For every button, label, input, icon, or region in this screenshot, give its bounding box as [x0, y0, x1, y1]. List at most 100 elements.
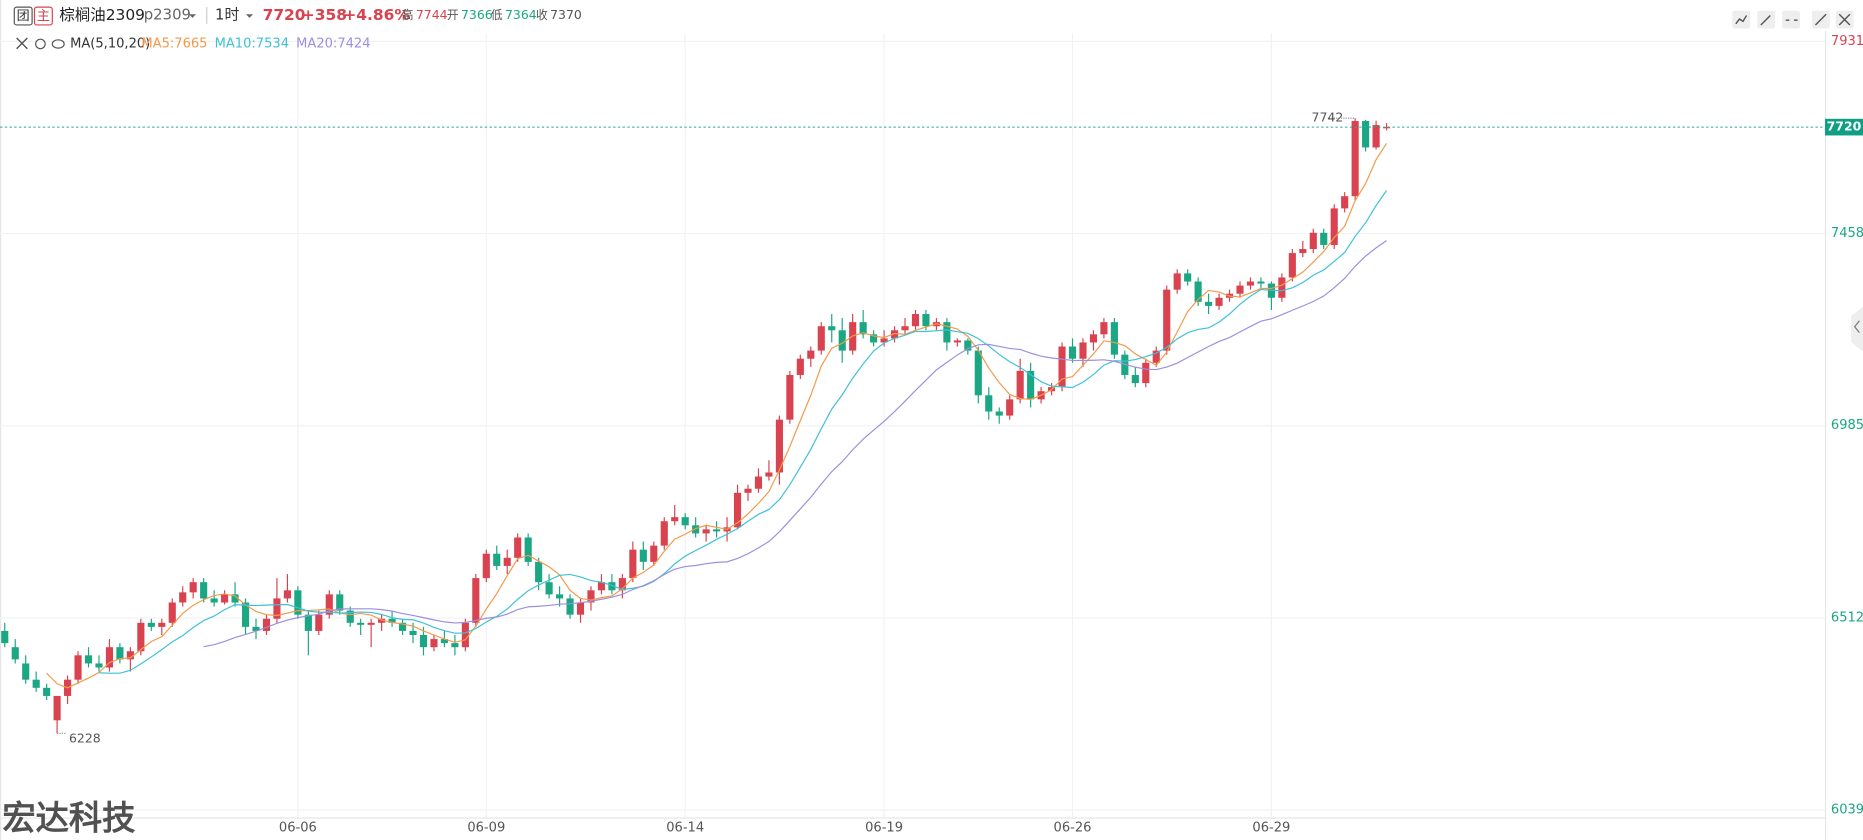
- ma-lines: [46, 143, 1388, 689]
- candle-body: [1100, 322, 1108, 335]
- candle-body: [493, 553, 501, 566]
- eye-icon[interactable]: [51, 39, 65, 49]
- candle-body: [597, 582, 606, 591]
- candle-body: [639, 549, 647, 562]
- candle-body: [461, 622, 469, 648]
- candle-body: [336, 594, 344, 611]
- symbol[interactable]: p2309: [144, 5, 191, 23]
- candle-body: [210, 598, 218, 603]
- stat-value: 7370: [550, 7, 582, 22]
- candle-body: [1299, 249, 1307, 254]
- x-tick-label: 06-09: [467, 821, 505, 836]
- candle-body: [1194, 281, 1202, 302]
- tool-button[interactable]: [1782, 10, 1801, 29]
- candle-body: [870, 334, 878, 343]
- candle-body: [1131, 374, 1139, 384]
- settings-icon[interactable]: [35, 38, 46, 50]
- candle-body: [618, 578, 626, 591]
- stat-label: 高: [402, 8, 414, 22]
- icon-box[interactable]: [33, 6, 53, 26]
- candle-body: [556, 594, 564, 599]
- dropdown-caret[interactable]: [245, 14, 254, 18]
- candle-body: [953, 340, 961, 343]
- candle-body: [974, 350, 982, 396]
- candle-body: [1184, 273, 1192, 282]
- candle-body: [911, 314, 920, 327]
- candle-body: [1163, 289, 1171, 351]
- y-tick-label: 6512: [1831, 610, 1863, 625]
- candle-body: [1215, 297, 1223, 306]
- candle-body: [189, 582, 197, 593]
- candle-body: [147, 622, 155, 627]
- candle-body: [629, 549, 637, 579]
- candle-body: [262, 618, 271, 631]
- candle-body: [807, 350, 815, 359]
- candle-body: [294, 590, 302, 615]
- candle-body: [576, 602, 585, 615]
- candle-body: [587, 590, 595, 603]
- candle-body: [1382, 127, 1391, 129]
- candle-body: [1320, 232, 1328, 245]
- candle-body: [859, 322, 867, 335]
- candle-body: [1236, 285, 1244, 294]
- candle-body: [650, 545, 658, 562]
- candle-body: [1058, 346, 1066, 388]
- candle-body: [828, 326, 836, 331]
- y-tick-label: 7458: [1831, 226, 1863, 241]
- icon-box[interactable]: [13, 6, 33, 26]
- close-icon[interactable]: [16, 37, 28, 50]
- candle-body: [943, 322, 951, 343]
- candle-body: [660, 521, 668, 546]
- candle-body: [409, 630, 417, 635]
- change: +358: [302, 6, 347, 24]
- side-tab-arrow: [1853, 320, 1860, 334]
- candle-body: [514, 537, 522, 558]
- stat-label: 收: [536, 8, 548, 22]
- x-tick-label: 06-19: [865, 821, 903, 836]
- candle-body: [754, 476, 763, 489]
- last-price-tag: [1824, 118, 1863, 136]
- icon[interactable]: 团: [17, 9, 30, 24]
- candle-body: [1351, 121, 1359, 197]
- candle-body: [964, 340, 972, 351]
- candle-body: [325, 594, 333, 615]
- candle-body: [1006, 399, 1014, 416]
- candle-body: [1, 630, 9, 644]
- candle-body: [545, 582, 553, 595]
- candle-body: [315, 614, 323, 631]
- change-pct: +4.86%: [343, 6, 409, 24]
- header: 团 主 棕榈油2309 p2309 1时 7720 +358 +4.86% 高 …: [13, 5, 582, 26]
- candle-body: [1142, 362, 1150, 384]
- candle-body: [74, 655, 82, 680]
- candle-body: [880, 338, 888, 343]
- candle-body: [922, 314, 930, 327]
- icon[interactable]: 主: [37, 9, 50, 24]
- candle-body: [304, 614, 312, 631]
- candle-body: [681, 517, 689, 526]
- candle-body: [32, 679, 40, 688]
- candle-body: [419, 634, 428, 648]
- dropdown-caret[interactable]: [188, 14, 197, 18]
- interval[interactable]: 1时: [215, 5, 239, 23]
- stat-value: 7744: [416, 7, 448, 22]
- candle-body: [985, 395, 993, 412]
- min-annotation: 6228: [69, 731, 101, 746]
- candle-body: [901, 326, 909, 331]
- candle-body: [346, 610, 354, 623]
- candle-body: [838, 330, 846, 351]
- candle-body: [671, 517, 679, 522]
- candle-body: [1246, 281, 1255, 286]
- candle-body: [1257, 281, 1265, 284]
- candle-body: [765, 472, 773, 477]
- x-tick-label: 06-26: [1054, 821, 1092, 836]
- candle-body: [378, 618, 386, 623]
- candle-body: [105, 647, 114, 668]
- candle-body: [126, 651, 134, 660]
- candle-body: [116, 647, 124, 660]
- candle-body: [283, 590, 291, 599]
- candle-body: [890, 330, 899, 339]
- candle-body: [786, 374, 794, 420]
- indicator-legend: MA(5,10,20) MA5:7665 MA10:7534 MA20:7424: [16, 36, 371, 51]
- candle-body: [796, 358, 804, 375]
- candle-body: [1110, 322, 1118, 355]
